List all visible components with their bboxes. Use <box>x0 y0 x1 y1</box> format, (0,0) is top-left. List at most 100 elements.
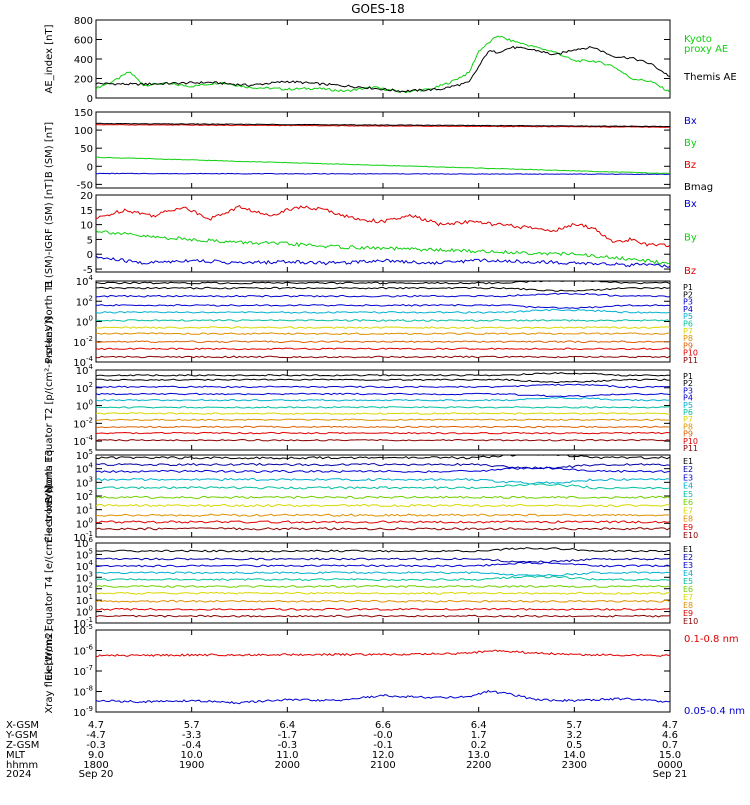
footer-row-value: Sep 20 <box>79 769 114 780</box>
y-tick-label: 15 <box>80 206 93 217</box>
series-line-p6 <box>96 406 670 409</box>
y-tick-label: 10-2 <box>73 416 93 430</box>
y-tick-label: -5 <box>83 265 93 276</box>
y-axis-label: Electrons Equator T4 [e/(cm²-s-sr-keV)] <box>44 485 55 680</box>
y-tick-label: 104 <box>76 462 94 476</box>
footer-row-value: 4.7 <box>88 720 104 731</box>
series-line-p9 <box>96 340 670 344</box>
y-tick-label: 102 <box>76 582 93 596</box>
series-line-e3 <box>96 466 670 474</box>
y-tick-label: 10-4 <box>73 434 93 448</box>
legend-label: P1 <box>683 372 693 381</box>
footer-row-value: 0.5 <box>566 740 582 751</box>
footer-row-value: 5.7 <box>566 720 582 731</box>
legend-label: P7 <box>683 327 693 336</box>
series-line-p3 <box>96 383 670 389</box>
y-tick-label: 10-1 <box>73 530 93 544</box>
legend-label: 0.05-0.4 nm <box>684 706 745 717</box>
series-line-p2 <box>96 378 670 383</box>
y-tick-label: 101 <box>76 593 93 607</box>
panel-frame <box>95 542 671 624</box>
panel-frame <box>95 194 671 273</box>
y-tick-label: 150 <box>74 108 93 119</box>
legend-label: E3 <box>683 561 693 570</box>
footer-row-value: 1900 <box>179 760 204 771</box>
legend-label: E9 <box>683 609 693 618</box>
footer-row-label: Z-GSM <box>6 740 39 751</box>
series-line-themis-ae <box>96 45 670 93</box>
footer-row-value: 0.2 <box>471 740 487 751</box>
footer-row-value: -4.7 <box>86 730 106 741</box>
y-tick-label: 0 <box>87 162 93 173</box>
series-line-p2 <box>96 286 670 292</box>
legend-label: Kyoto <box>684 34 712 45</box>
series-line-e7 <box>96 591 670 595</box>
y-tick-label: 100 <box>76 516 93 530</box>
footer-row-value: 2200 <box>466 760 491 771</box>
footer-row-value: 6.6 <box>375 720 391 731</box>
series-line-bmag <box>96 122 670 128</box>
legend-label: P10 <box>683 349 698 358</box>
legend-label: P9 <box>683 341 693 350</box>
x-axis-group: X-GSM 4.7 5.7 6.4 6.6 6.4 5.7 4.7Y-GSM -4.7 -3.3-… <box>5 720 687 780</box>
series-line-e6 <box>96 495 670 499</box>
panel-data <box>96 281 670 359</box>
footer-row-value: 9.0 <box>88 750 104 761</box>
y-axis-label: Protons Equator T2 [p/(cm²-s-sr-keV)] <box>44 317 55 504</box>
footer-row-value: 6.4 <box>279 720 295 731</box>
footer-row-value: -0.4 <box>182 740 202 751</box>
series-line-p4 <box>96 392 670 398</box>
series-line-e9 <box>96 520 670 524</box>
y-tick-label: 10-4 <box>73 355 93 369</box>
y-axis-label: Protons North T1 <box>44 279 55 363</box>
y-tick-label: 10-9 <box>73 705 93 719</box>
footer-row-value: 0000 <box>657 760 682 771</box>
footer-row-value: 0.7 <box>662 740 678 751</box>
series-line-p6 <box>96 319 670 322</box>
legend-label: P1 <box>683 283 693 292</box>
y-tick-label: 104 <box>76 363 94 377</box>
footer-row-value: 1800 <box>83 760 108 771</box>
series-line-e2 <box>96 557 670 564</box>
y-tick-label: 102 <box>76 294 93 308</box>
y-tick-label: 10 <box>80 221 93 232</box>
footer-row-value: 1.7 <box>471 730 487 741</box>
y-tick-label: 0 <box>87 250 93 261</box>
series-line-by <box>96 156 670 175</box>
legend-label: By <box>684 233 697 244</box>
series-line-p8 <box>96 418 670 422</box>
legend-label: P4 <box>683 394 693 403</box>
y-tick-label: 200 <box>74 75 93 86</box>
legend-label: P11 <box>683 444 698 453</box>
y-tick-label: 10-2 <box>73 335 93 349</box>
y-tick-label: 100 <box>76 605 93 619</box>
y-tick-label: 20 <box>80 191 93 202</box>
series-line-p1 <box>96 281 670 285</box>
footer-row-label: MLT <box>6 750 26 761</box>
series-line-e4 <box>96 477 670 485</box>
footer-row-value: 5.7 <box>184 720 200 731</box>
legend-label: E10 <box>683 617 698 626</box>
legend-label: E4 <box>683 569 693 578</box>
footer-row-value: 15.0 <box>659 750 681 761</box>
series-line-p5 <box>96 308 670 314</box>
y-tick-label: 10-5 <box>73 623 93 637</box>
y-tick-label: 104 <box>76 274 94 288</box>
series-line-e8 <box>96 599 670 603</box>
plot-title: GOES-18 <box>351 2 405 16</box>
y-tick-label: 800 <box>74 16 93 27</box>
legend-label: E9 <box>683 523 693 532</box>
footer-row-value: -0.1 <box>373 740 393 751</box>
panel-data <box>96 35 670 94</box>
footer-row-label: X-GSM <box>6 720 39 731</box>
panel-data <box>96 455 670 531</box>
legend-label: P6 <box>683 408 693 417</box>
panel-data <box>96 547 670 618</box>
series-line-p7 <box>96 412 670 415</box>
legend-label: By <box>684 138 697 149</box>
y-tick-label: 105 <box>76 547 93 561</box>
